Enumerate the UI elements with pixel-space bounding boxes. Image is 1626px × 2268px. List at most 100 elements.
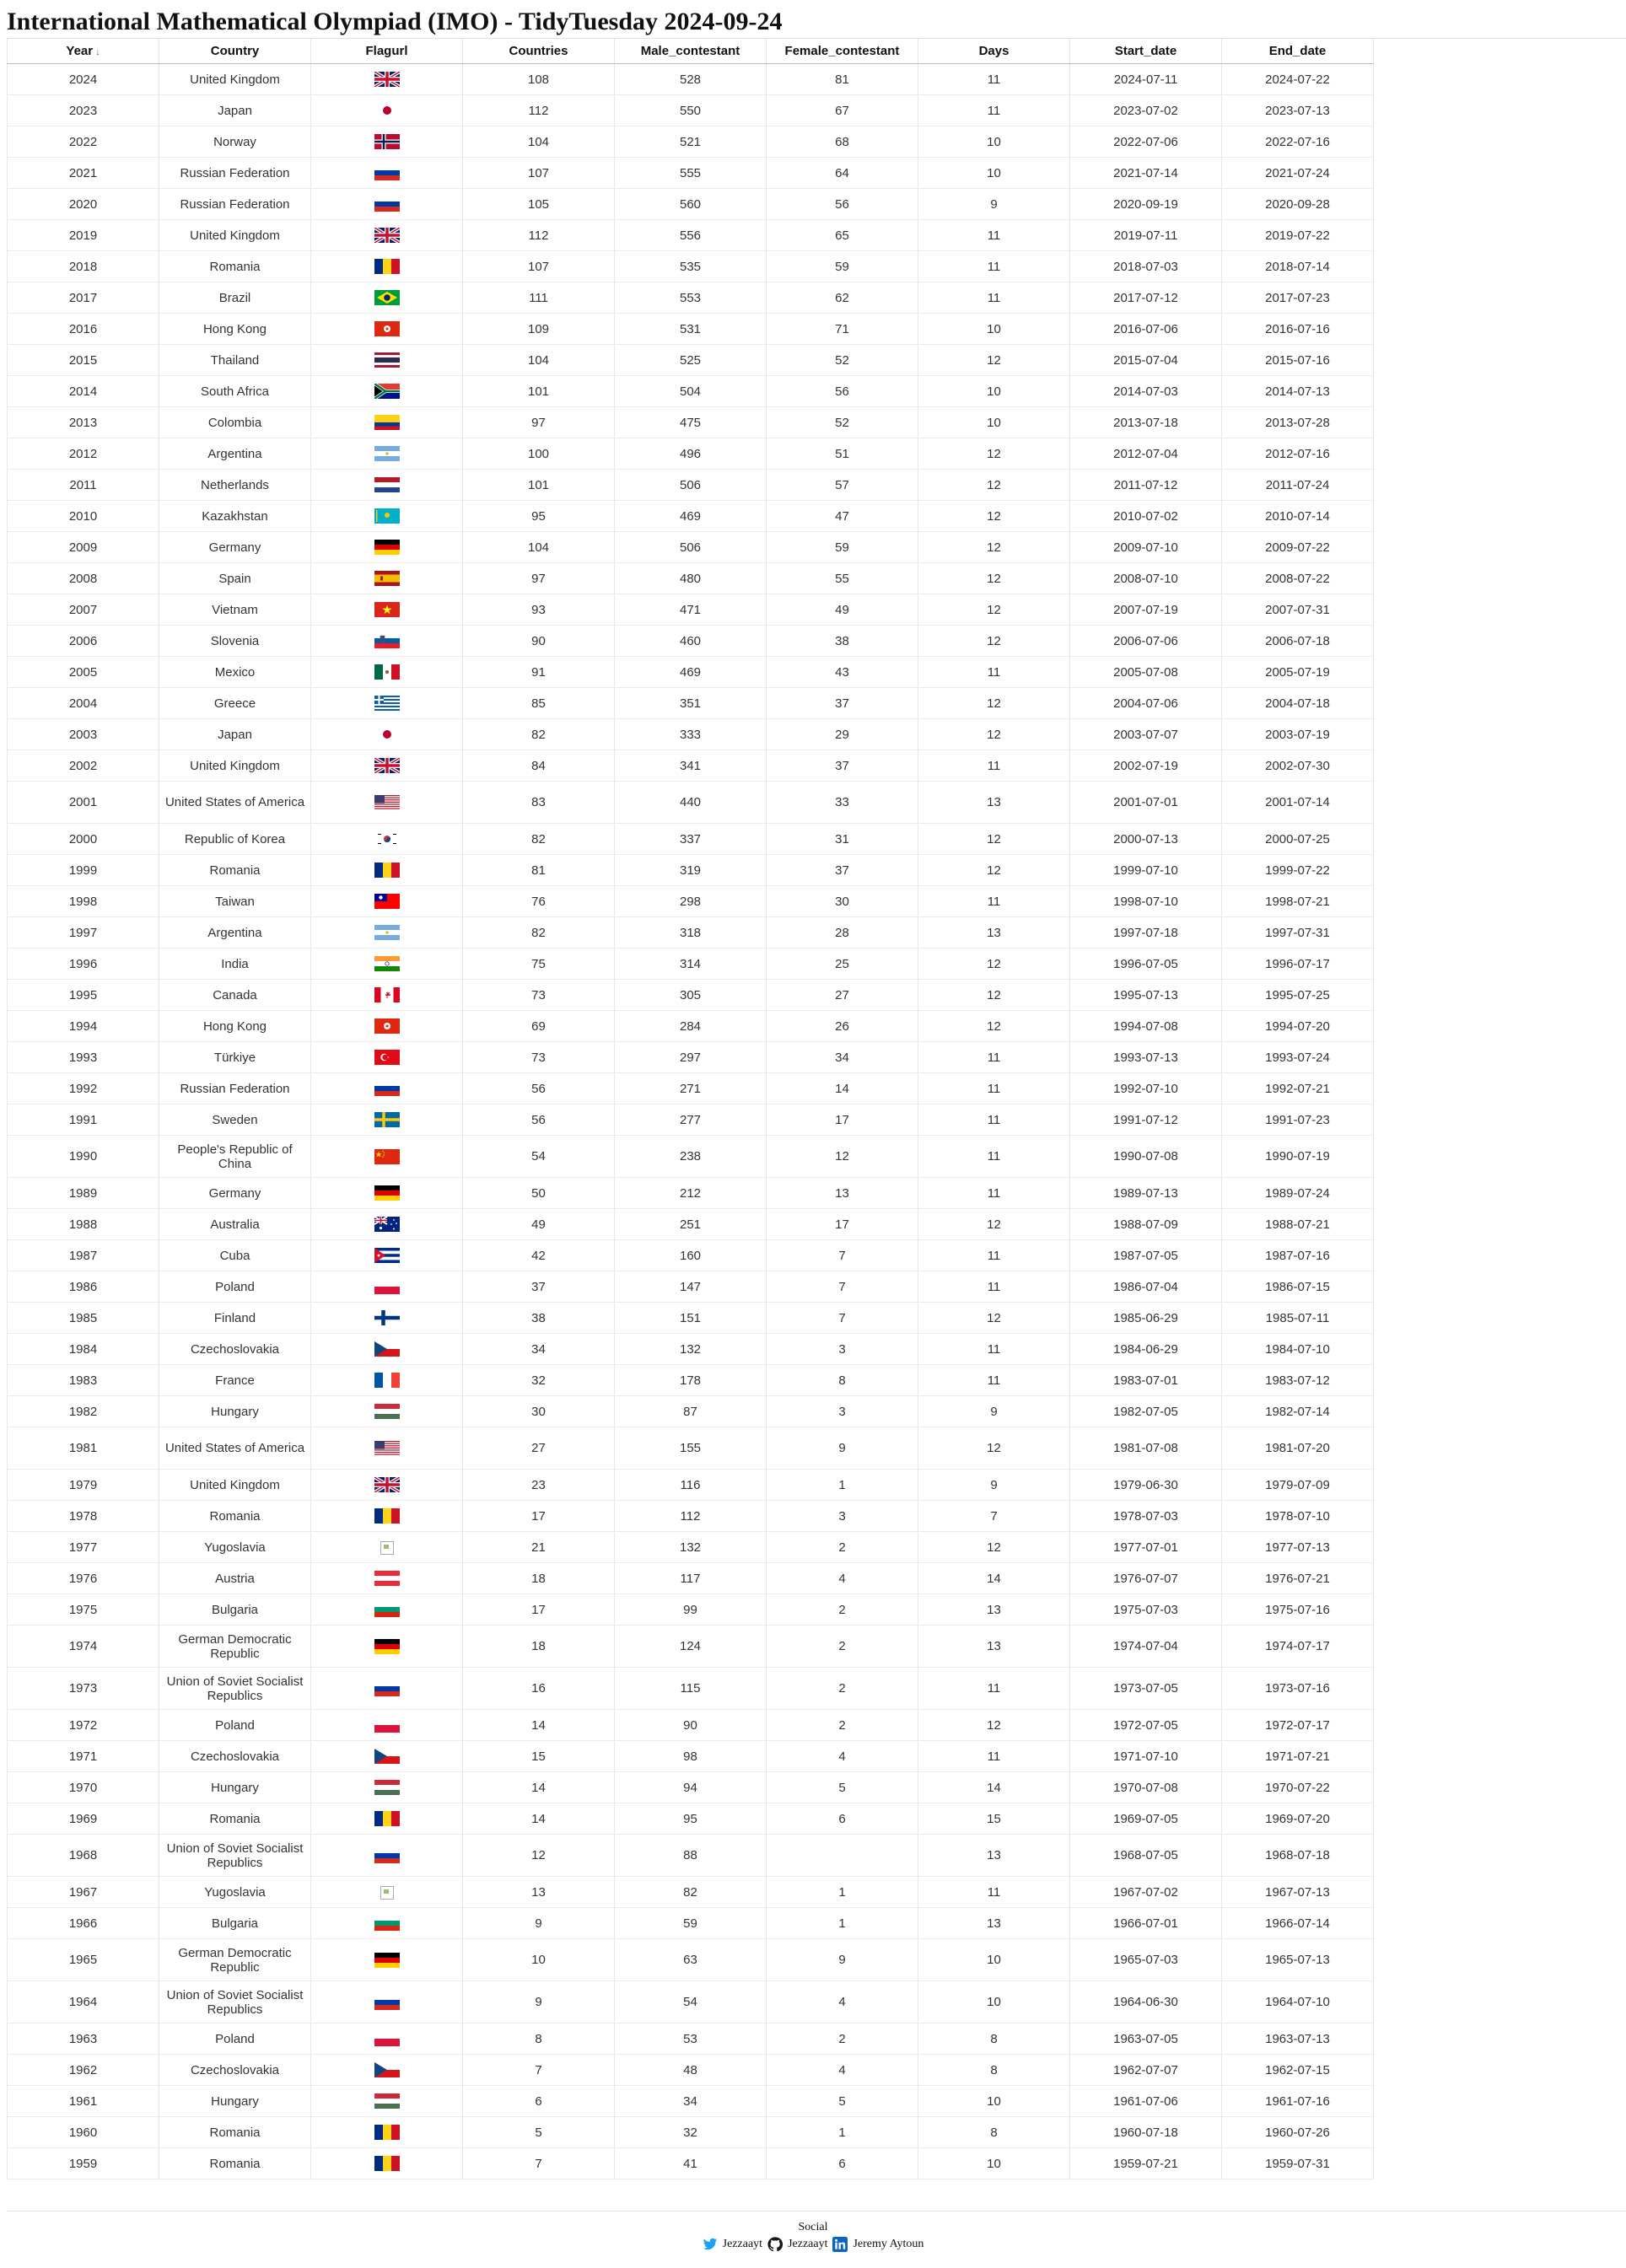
days-cell: 11 [918,219,1070,251]
github-link[interactable]: Jezzaayt [788,2238,828,2250]
start-date-cell: 2010-07-02 [1069,500,1222,532]
column-header-days[interactable]: Days [918,39,1070,64]
country-cell: Argentina [159,438,311,470]
column-header-countries[interactable]: Countries [462,39,615,64]
flag-ro-icon [374,2156,400,2172]
year-cell: 1974 [7,1625,159,1668]
table-row: 1997 Argentina 82 318 28 13 1997-07-18 1997-07-… [7,916,1374,949]
end-date-cell: 2022-07-16 [1221,126,1374,158]
female-contestant-cell: 71 [766,313,918,345]
male-contestant-cell: 48 [614,2054,767,2086]
flag-cell [310,1907,463,1939]
table-row: 1988 Australia 49 251 17 12 1988-07-09 1988-07-… [7,1208,1374,1240]
twitter-icon [703,2237,718,2252]
column-header-male-contestant[interactable]: Male_contestant [614,39,767,64]
country-cell: Romania [159,250,311,282]
male-contestant-cell: 95 [614,1803,767,1835]
male-contestant-cell: 284 [614,1010,767,1042]
days-cell: 9 [918,1395,1070,1427]
flag-cell [310,1395,463,1427]
country-cell: Poland [159,1709,311,1741]
table-row: 1998 Taiwan 76 298 30 11 1998-07-10 1998-07-21 [7,885,1374,917]
year-cell: 1973 [7,1667,159,1710]
flag-ru-icon [374,1994,400,2010]
start-date-cell: 1991-07-12 [1069,1104,1222,1136]
countries-cell: 107 [462,250,615,282]
flag-co-icon [374,415,400,431]
start-date-cell: 2012-07-04 [1069,438,1222,470]
column-header-start-date[interactable]: Start_date [1069,39,1222,64]
countries-cell: 14 [462,1803,615,1835]
male-contestant-cell: 506 [614,531,767,563]
year-cell: 2021 [7,157,159,189]
column-header-end-date[interactable]: End_date [1221,39,1374,64]
country-cell: Romania [159,854,311,886]
female-contestant-cell: 62 [766,282,918,314]
column-header-country[interactable]: Country [159,39,311,64]
linkedin-link[interactable]: Jeremy Aytoun [853,2238,924,2250]
flag-hk-icon [374,321,400,337]
female-contestant-cell: 2 [766,1667,918,1710]
countries-cell: 76 [462,885,615,917]
social-links: Jezzaayt Jezzaayt Jeremy Aytoun [0,2237,1626,2252]
end-date-cell: 1971-07-21 [1221,1740,1374,1772]
countries-cell: 97 [462,562,615,594]
end-date-cell: 1965-07-13 [1221,1938,1374,1981]
female-contestant-cell: 13 [766,1177,918,1209]
female-contestant-cell: 51 [766,438,918,470]
end-date-cell: 1992-07-21 [1221,1072,1374,1104]
twitter-link[interactable]: Jezzaayt [722,2238,763,2250]
year-cell: 1969 [7,1803,159,1835]
end-date-cell: 2013-07-28 [1221,406,1374,438]
female-contestant-cell: 64 [766,157,918,189]
days-cell: 13 [918,916,1070,949]
start-date-cell: 2005-07-08 [1069,656,1222,688]
flag-cell [310,1302,463,1334]
female-contestant-cell: 17 [766,1104,918,1136]
start-date-cell: 2006-07-06 [1069,625,1222,657]
female-contestant-cell: 1 [766,2116,918,2148]
days-cell: 11 [918,63,1070,95]
days-cell: 13 [918,1834,1070,1877]
country-cell: People's Republic of China [159,1135,311,1178]
country-cell: Czechoslovakia [159,1333,311,1365]
flag-cell [310,885,463,917]
male-contestant-cell: 212 [614,1177,767,1209]
start-date-cell: 1983-07-01 [1069,1364,1222,1396]
female-contestant-cell: 47 [766,500,918,532]
country-cell: United Kingdom [159,1469,311,1501]
table-row: 2014 South Africa 101 504 56 10 2014-07-03 2014… [7,375,1374,407]
flag-ru-icon [374,165,400,181]
country-cell: Yugoslavia [159,1531,311,1563]
year-cell: 1986 [7,1271,159,1303]
days-cell: 11 [918,94,1070,126]
female-contestant-cell: 4 [766,1740,918,1772]
female-contestant-cell: 12 [766,1135,918,1178]
country-cell: Japan [159,94,311,126]
country-cell: Germany [159,1177,311,1209]
male-contestant-cell: 115 [614,1667,767,1710]
column-header-year[interactable]: Year ↓ [7,39,159,64]
table-row: 1991 Sweden 56 277 17 11 1991-07-12 1991-07-23 [7,1104,1374,1136]
countries-cell: 6 [462,2085,615,2117]
country-cell: Brazil [159,282,311,314]
male-contestant-cell: 528 [614,63,767,95]
column-header-flagurl[interactable]: Flagurl [310,39,463,64]
start-date-cell: 1973-07-05 [1069,1667,1222,1710]
female-contestant-cell: 29 [766,718,918,750]
countries-cell: 32 [462,1364,615,1396]
year-cell: 1979 [7,1469,159,1501]
flag-cell [310,1709,463,1741]
country-cell: Mexico [159,656,311,688]
countries-cell: 107 [462,157,615,189]
year-cell: 1959 [7,2147,159,2179]
start-date-cell: 2019-07-11 [1069,219,1222,251]
column-header-female-contestant[interactable]: Female_contestant [766,39,918,64]
country-cell: Poland [159,2023,311,2055]
end-date-cell: 2008-07-22 [1221,562,1374,594]
days-cell: 9 [918,1469,1070,1501]
countries-cell: 101 [462,469,615,501]
female-contestant-cell: 2 [766,1709,918,1741]
year-cell: 2010 [7,500,159,532]
year-cell: 2002 [7,750,159,782]
